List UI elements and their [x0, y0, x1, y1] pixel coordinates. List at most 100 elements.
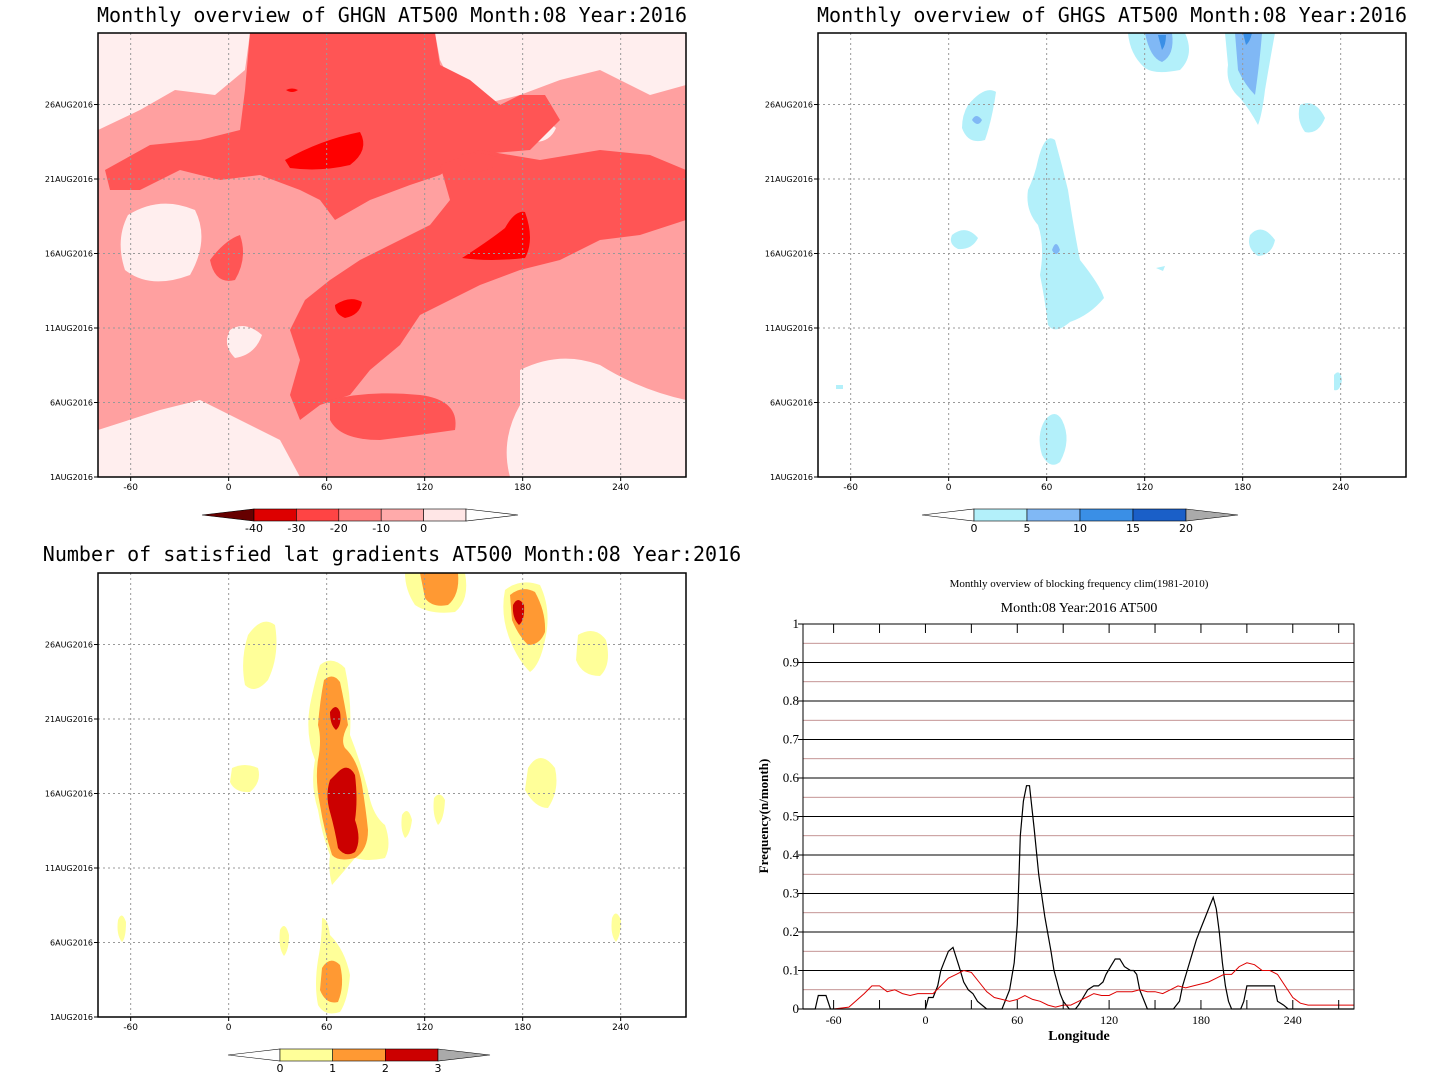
ghgs-region-light: [962, 90, 996, 142]
colorbar-swatch: [338, 508, 382, 522]
colorbar-tick-label: 0: [277, 1062, 284, 1075]
y-tick-label: 6AUG2016: [50, 399, 93, 408]
colorbar-tick-label: 20: [1179, 522, 1193, 535]
colorbar-swatch: [253, 508, 297, 522]
colorbar-high-triangle: [465, 508, 519, 522]
x-tick-label: 60: [1041, 483, 1053, 493]
gradients-region-yellow: [611, 913, 621, 942]
ghgs-colorbar: 0 5 10 15 20: [921, 508, 1239, 535]
y-tick-label: 1AUG2016: [50, 1013, 93, 1022]
colorbar-tick-label: 0: [420, 522, 427, 535]
ghgn-title: Monthly overview of GHGN AT500 Month:08 …: [97, 3, 687, 27]
x-tick-label: 0: [226, 483, 232, 493]
y-tick-label: 0.3: [783, 886, 799, 901]
x-tick-label: 120: [1136, 483, 1153, 493]
colorbar-tick-label: -10: [372, 522, 390, 535]
y-tick-label: 1: [793, 616, 800, 631]
ghgs-region-light: [1156, 266, 1165, 271]
gradients-region-yellow: [433, 794, 445, 825]
y-tick-label: 0: [793, 1001, 800, 1016]
gradients-colorbar: 0 1 2 3: [227, 1048, 491, 1075]
x-tick-label: 0: [226, 1023, 232, 1033]
y-tick-label: 21AUG2016: [45, 715, 93, 724]
ghgs-title: Monthly overview of GHGS AT500 Month:08 …: [817, 3, 1407, 27]
ghgs-background-fill: [818, 33, 1406, 477]
colorbar-tick-label: 5: [1024, 522, 1031, 535]
gradients-region-orange: [320, 960, 343, 1003]
gradients-region-yellow: [401, 811, 412, 838]
ghgn-region-mid: [105, 33, 560, 220]
colorbar-tick-label: 0: [971, 522, 978, 535]
x-tick-label: 120: [416, 483, 433, 493]
colorbar-high-triangle: [1185, 508, 1239, 522]
y-tick-label: 11AUG2016: [45, 324, 93, 333]
colorbar-tick-label: -20: [330, 522, 348, 535]
y-tick-label: 26AUG2016: [765, 101, 813, 110]
ghgs-region-light: [1298, 103, 1325, 133]
colorbar-tick-label: -30: [287, 522, 305, 535]
colorbar-tick-label: 1: [329, 1062, 336, 1075]
colorbar-tick-label: -40: [245, 522, 263, 535]
colorbar-tick-label: 10: [1073, 522, 1087, 535]
colorbar-swatch: [423, 508, 467, 522]
gradients-region-yellow: [576, 631, 608, 676]
gradients-panel: Number of satisfied lat gradients AT500 …: [43, 542, 741, 1075]
gradients-frame: [97, 572, 687, 1018]
ghgs-region-light: [1039, 414, 1067, 465]
colorbar-swatch: [332, 1048, 386, 1062]
blocking-axes: 0 0.1 0.2 0.3 0.4 0.5 0.6 0.7 0.8 0.9 1 -60 0 60 120 18…: [783, 616, 1340, 1027]
ghgn-region-mid: [290, 150, 686, 420]
ghgn-region-pale: [98, 400, 300, 477]
ghgn-frame: [97, 32, 687, 478]
colorbar-high-triangle: [437, 1048, 491, 1062]
ghgn-gridlines: [98, 33, 686, 477]
ghgs-region-mid: [1235, 33, 1262, 95]
y-tick-label: 1AUG2016: [770, 473, 813, 482]
x-tick-label: -60: [843, 483, 858, 493]
blocking-frequency-line: [803, 785, 1354, 1010]
ghgs-gridlines: [818, 33, 1406, 477]
blocking-ylabel: Frequency(n/month): [756, 759, 771, 874]
ghgn-region-pale: [120, 203, 202, 282]
y-tick-label: 0.6: [783, 770, 800, 785]
colorbar-tick-label: 2: [382, 1062, 389, 1075]
x-tick-label: 180: [1192, 1013, 1210, 1027]
ghgs-region-mid: [1052, 244, 1060, 254]
colorbar-swatch: [973, 508, 1028, 522]
colorbar-swatch: [1132, 508, 1187, 522]
gradients-title: Number of satisfied lat gradients AT500 …: [43, 542, 741, 566]
y-tick-label: 0.2: [783, 924, 799, 939]
ghgs-axes: -60 0 60 120 180 240 1AUG2016 6AUG2016 11AUG2016…: [765, 101, 1350, 493]
gradients-region-red: [327, 767, 359, 855]
y-tick-label: 16AUG2016: [45, 250, 93, 259]
x-tick-label: 240: [612, 1023, 629, 1033]
ghgn-axes: -60 0 60 120 180 240 1AUG2016 6AUG2016 11AUG2016…: [45, 101, 630, 493]
ghgn-region-core: [286, 88, 298, 92]
y-tick-label: 6AUG2016: [50, 939, 93, 948]
ghgs-panel: Monthly overview of GHGS AT500 Month:08 …: [765, 3, 1407, 535]
gradients-region-red: [330, 707, 341, 730]
y-tick-label: 0.8: [783, 693, 799, 708]
y-tick-label: 0.9: [783, 655, 799, 670]
colorbar-swatch: [279, 1048, 333, 1062]
blocking-gridlines: [803, 642, 1354, 991]
colorbar-swatch: [1079, 508, 1134, 522]
colorbar-swatch: [380, 508, 424, 522]
blocking-panel: Monthly overview of blocking frequency c…: [756, 578, 1355, 1044]
gradients-region-orange: [420, 573, 459, 606]
blocking-series: [803, 785, 1354, 1010]
x-tick-label: 60: [1011, 1013, 1023, 1027]
ghgn-region-mid: [210, 235, 244, 281]
blocking-subtitle: Month:08 Year:2016 AT500: [1001, 601, 1158, 616]
y-tick-label: 6AUG2016: [770, 399, 813, 408]
x-tick-label: 0: [922, 1013, 928, 1027]
gradients-gridlines: [98, 573, 686, 1017]
y-tick-label: 16AUG2016: [765, 250, 813, 259]
colorbar-tick-label: 3: [435, 1062, 442, 1075]
x-tick-label: 120: [416, 1023, 433, 1033]
ghgn-region-pale: [226, 326, 262, 358]
ghgn-region-core: [335, 299, 362, 318]
y-tick-label: 1AUG2016: [50, 473, 93, 482]
colorbar-tick-label: 15: [1126, 522, 1140, 535]
